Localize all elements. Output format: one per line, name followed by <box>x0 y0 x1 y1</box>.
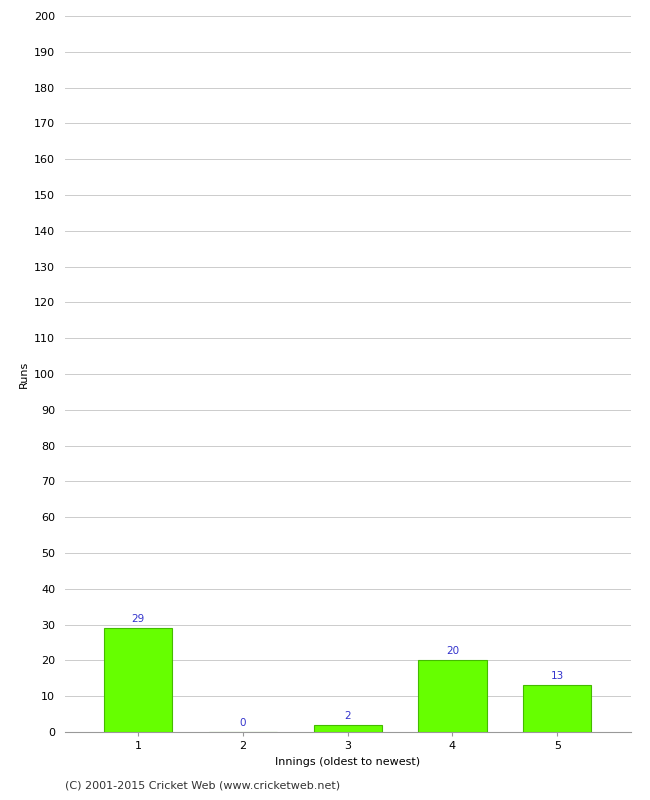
Text: 29: 29 <box>132 614 145 624</box>
Bar <box>104 628 172 732</box>
Text: 0: 0 <box>240 718 246 728</box>
Text: 20: 20 <box>446 646 459 656</box>
Bar <box>419 661 486 732</box>
X-axis label: Innings (oldest to newest): Innings (oldest to newest) <box>275 757 421 766</box>
Bar <box>523 686 592 732</box>
Text: (C) 2001-2015 Cricket Web (www.cricketweb.net): (C) 2001-2015 Cricket Web (www.cricketwe… <box>65 781 340 790</box>
Y-axis label: Runs: Runs <box>19 360 29 388</box>
Text: 2: 2 <box>344 710 351 721</box>
Bar <box>314 725 382 732</box>
Text: 13: 13 <box>551 671 564 681</box>
